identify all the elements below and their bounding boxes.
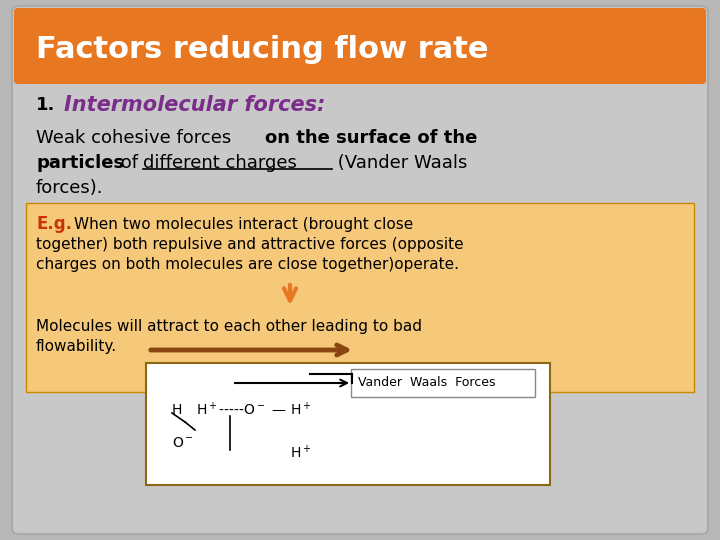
Text: H: H	[172, 403, 182, 417]
Text: different charges: different charges	[143, 154, 297, 172]
Text: particles: particles	[36, 154, 124, 172]
FancyBboxPatch shape	[26, 203, 694, 392]
Text: together) both repulsive and attractive forces (opposite: together) both repulsive and attractive …	[36, 237, 464, 252]
Text: Factors reducing flow rate: Factors reducing flow rate	[36, 36, 488, 64]
Text: flowability.: flowability.	[36, 339, 117, 354]
Text: O$^-$: O$^-$	[172, 436, 194, 450]
Text: forces).: forces).	[36, 179, 104, 197]
Text: on the surface of the: on the surface of the	[265, 129, 477, 147]
Text: of: of	[115, 154, 144, 172]
Text: Vander  Waals  Forces: Vander Waals Forces	[358, 376, 495, 389]
Text: 1.: 1.	[36, 96, 55, 114]
Text: When two molecules interact (brought close: When two molecules interact (brought clo…	[74, 217, 413, 232]
FancyBboxPatch shape	[12, 6, 708, 534]
Text: E.g.: E.g.	[36, 215, 72, 233]
Text: (Vander Waals: (Vander Waals	[332, 154, 467, 172]
FancyBboxPatch shape	[146, 363, 550, 485]
FancyBboxPatch shape	[14, 8, 706, 84]
Text: charges on both molecules are close together)operate.: charges on both molecules are close toge…	[36, 256, 459, 272]
Text: H$^+$: H$^+$	[290, 444, 312, 462]
Text: H$^+$-----O$^-$ — H$^+$: H$^+$-----O$^-$ — H$^+$	[196, 401, 312, 418]
Text: Molecules will attract to each other leading to bad: Molecules will attract to each other lea…	[36, 319, 422, 334]
FancyBboxPatch shape	[351, 369, 535, 397]
Text: Weak cohesive forces: Weak cohesive forces	[36, 129, 237, 147]
Text: Intermolecular forces:: Intermolecular forces:	[64, 95, 325, 115]
